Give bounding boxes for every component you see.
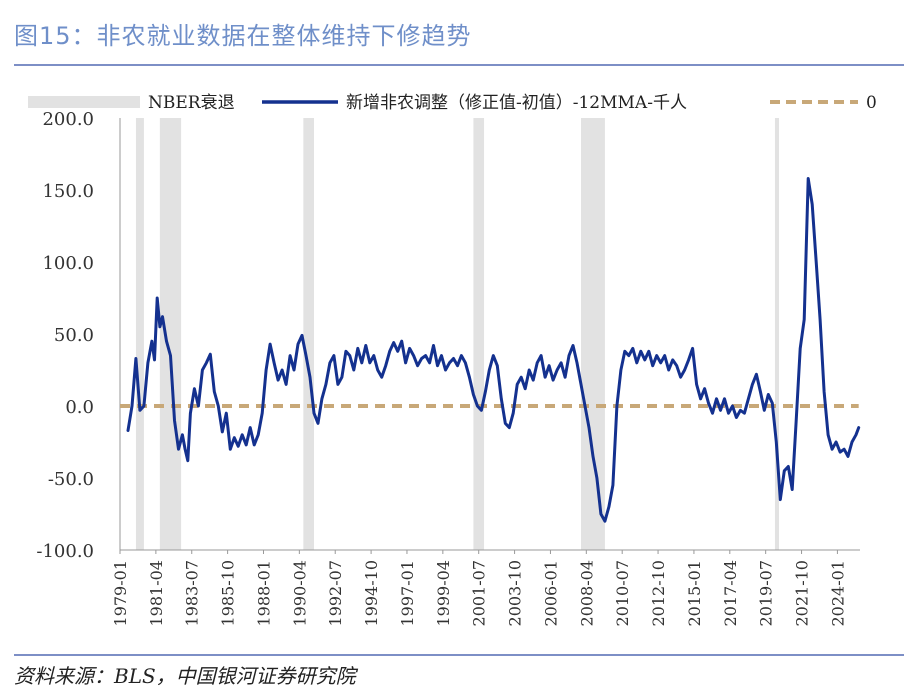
y-tick-label: 150.0 <box>42 181 94 202</box>
legend-recession-swatch <box>28 96 140 108</box>
top-rule <box>14 64 904 66</box>
x-tick-label: 1983-07 <box>183 560 202 626</box>
x-tick-label: 2021-10 <box>793 560 812 626</box>
y-tick-label: 100.0 <box>42 253 94 274</box>
x-tick-label: 1990-04 <box>290 560 309 626</box>
x-tick-label: 2015-01 <box>685 560 704 626</box>
x-tick-label: 1999-04 <box>434 560 453 626</box>
recession-band <box>581 118 605 550</box>
x-tick-label: 2010-07 <box>613 560 632 626</box>
x-tick-label: 1985-10 <box>219 560 238 626</box>
recession-band <box>303 118 314 550</box>
y-tick-label: -100.0 <box>36 541 94 562</box>
bottom-rule <box>14 654 904 656</box>
legend-series-label: 新增非农调整（修正值-初值）-12MMA-千人 <box>346 93 687 113</box>
recession-band <box>774 118 779 550</box>
series-lines <box>120 177 861 523</box>
x-tick-label: 2024-01 <box>828 560 847 626</box>
recession-bands <box>135 118 779 550</box>
y-axis-ticks: 200.0 150.0 100.0 50.0 0.0 -50.0 -100.0 <box>36 109 94 562</box>
x-tick-label: 2006-01 <box>541 560 560 626</box>
recession-band <box>159 118 182 550</box>
x-tick-label: 2008-04 <box>577 560 596 626</box>
x-tick-label: 1988-01 <box>254 560 273 626</box>
y-tick-label: -50.0 <box>48 469 94 490</box>
legend: NBER衰退 新增非农调整（修正值-初值）-12MMA-千人 0 <box>28 93 877 113</box>
x-tick-label: 1994-10 <box>362 560 381 626</box>
axes <box>119 118 860 551</box>
x-axis-ticks: 1979-01 1981-04 1983-07 1985-10 1988-01 1990-… <box>111 550 847 626</box>
source-note: 资料来源：BLS，中国银河证券研究院 <box>14 664 356 688</box>
x-tick-label: 2017-04 <box>721 560 740 626</box>
y-tick-label: 0.0 <box>65 397 94 418</box>
legend-recession-label: NBER衰退 <box>148 93 235 113</box>
x-tick-label: 2001-07 <box>470 560 489 626</box>
nonfarm-revision-line <box>126 177 861 523</box>
y-tick-label: 200.0 <box>42 109 94 130</box>
x-tick-label: 2003-10 <box>506 560 525 626</box>
y-tick-label: 50.0 <box>54 325 94 346</box>
recession-band <box>135 118 144 550</box>
figure-title: 图15：非农就业数据在整体维持下修趋势 <box>14 22 472 50</box>
x-tick-label: 1979-01 <box>111 560 130 626</box>
x-tick-label: 2012-10 <box>649 560 668 626</box>
legend-zero-label: 0 <box>866 93 877 113</box>
x-tick-label: 1997-01 <box>398 560 417 626</box>
recession-band <box>473 118 485 550</box>
x-tick-label: 2019-07 <box>757 560 776 626</box>
x-tick-label: 1992-07 <box>326 560 345 626</box>
x-tick-label: 1981-04 <box>147 560 166 626</box>
